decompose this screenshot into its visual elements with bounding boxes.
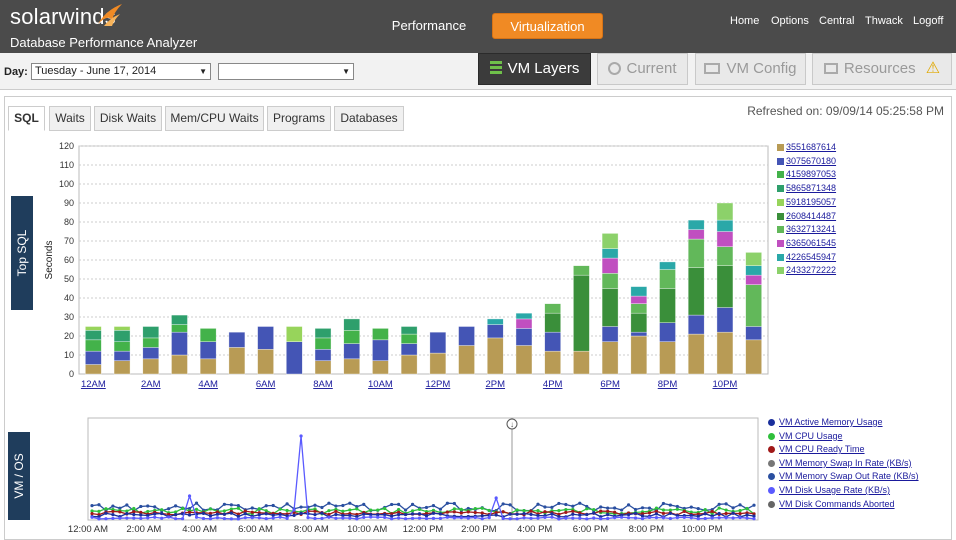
vm-config-button[interactable]: VM Config: [695, 53, 806, 85]
legend-label: 4159897053: [786, 169, 837, 180]
legend-swatch: [768, 419, 775, 426]
legend-label: 4226545947: [786, 251, 837, 262]
refreshed-timestamp: Refreshed on: 09/09/14 05:25:58 PM: [747, 104, 944, 118]
legend-swatch: [777, 267, 784, 275]
legend-item-vm-metric[interactable]: VM CPU Ready Time: [768, 444, 865, 455]
legend-label: 3632713241: [786, 224, 837, 235]
legend-label: 5918195057: [786, 196, 837, 207]
tab-mem-cpu-waits[interactable]: Mem/CPU Waits: [165, 106, 264, 131]
legend-label: 6365061545: [786, 237, 837, 248]
legend-label: VM Disk Usage Rate (KB/s): [779, 485, 891, 495]
legend-item-vm-metric[interactable]: VM Memory Swap Out Rate (KB/s): [768, 471, 919, 482]
thwack-link[interactable]: Thwack: [865, 15, 903, 27]
vm-os-panel-label: VM / OS: [8, 432, 30, 520]
legend-swatch: [768, 446, 775, 454]
home-link[interactable]: Home: [730, 15, 760, 27]
options-link[interactable]: Options: [771, 15, 809, 27]
legend-swatch: [777, 226, 784, 234]
brand-name: solarwinds: [10, 4, 116, 29]
current-label: Current: [626, 60, 677, 77]
legend-swatch: [768, 487, 775, 494]
legend-swatch: [777, 171, 784, 179]
virtualization-nav-button[interactable]: Virtualization: [492, 13, 603, 39]
legend-item-sql[interactable]: 5865871348: [777, 183, 837, 194]
legend-item-sql[interactable]: 4159897053: [777, 169, 837, 180]
warning-icon: ⚠: [925, 60, 941, 77]
legend-swatch: [777, 212, 784, 220]
legend-label: VM Memory Swap Out Rate (KB/s): [779, 471, 919, 482]
secondary-select[interactable]: ▼: [218, 63, 354, 80]
vm-layers-label: VM Layers: [507, 60, 580, 77]
legend-swatch: [777, 239, 784, 247]
legend-swatch: [777, 198, 784, 206]
legend-item-vm-metric[interactable]: VM CPU Usage: [768, 430, 843, 441]
legend-item-sql[interactable]: 2433272222: [777, 265, 837, 276]
product-name: Database Performance Analyzer: [10, 35, 198, 50]
legend-swatch: [777, 185, 784, 193]
legend-label: VM Disk Commands Aborted: [779, 498, 895, 509]
legend-label: 2433272222: [786, 265, 837, 276]
legend-swatch: [777, 157, 784, 165]
legend-item-vm-metric[interactable]: VM Active Memory Usage: [768, 417, 883, 427]
legend-label: VM Active Memory Usage: [779, 417, 883, 427]
legend-item-vm-metric[interactable]: VM Memory Swap In Rate (KB/s): [768, 457, 912, 468]
chevron-down-icon: ▼: [199, 67, 207, 76]
clock-icon: [608, 62, 622, 75]
legend-item-sql[interactable]: 3075670180: [777, 155, 837, 166]
day-label: Day:: [4, 66, 28, 78]
legend-swatch: [777, 144, 784, 151]
resources-label: Resources: [843, 60, 916, 77]
current-button[interactable]: Current: [597, 53, 688, 85]
legend-item-sql[interactable]: 5918195057: [777, 196, 837, 207]
tab-waits[interactable]: Waits: [49, 106, 91, 131]
legend-item-sql[interactable]: 3551687614: [777, 142, 837, 152]
tab-disk-waits[interactable]: Disk Waits: [94, 106, 162, 131]
legend-label: VM CPU Ready Time: [779, 444, 865, 455]
tab-programs[interactable]: Programs: [267, 106, 331, 131]
legend-swatch: [768, 473, 775, 481]
tab-databases[interactable]: Databases: [334, 106, 404, 131]
legend-label: VM CPU Usage: [779, 430, 843, 441]
legend-label: 3551687614: [786, 142, 837, 152]
legend-item-sql[interactable]: 4226545947: [777, 251, 837, 262]
logoff-link[interactable]: Logoff: [913, 15, 944, 27]
flame-icon: [98, 4, 122, 26]
legend-item-sql[interactable]: 3632713241: [777, 224, 837, 235]
layers-icon: [489, 61, 502, 75]
top-sql-panel-label: Top SQL: [11, 196, 33, 310]
legend-label: 3075670180: [786, 155, 837, 166]
legend-label: 2608414487: [786, 210, 837, 221]
vm-os-label-text: VM / OS: [12, 453, 26, 499]
legend-item-vm-metric[interactable]: VM Disk Usage Rate (KB/s): [768, 485, 891, 495]
legend-label: 5865871348: [786, 183, 837, 194]
vm-layers-button[interactable]: VM Layers: [478, 53, 591, 85]
central-link[interactable]: Central: [819, 15, 855, 27]
monitor-icon: [823, 63, 838, 74]
performance-nav-button[interactable]: Performance: [391, 18, 467, 33]
day-select-value: Tuesday - June 17, 2014: [35, 65, 157, 77]
legend-swatch: [777, 253, 784, 261]
legend-item-vm-metric[interactable]: VM Disk Commands Aborted: [768, 498, 895, 509]
legend-swatch: [768, 432, 775, 440]
legend-label: VM Memory Swap In Rate (KB/s): [779, 457, 912, 468]
top-navigation-bar: solarwinds Database Performance Analyzer…: [0, 0, 956, 53]
legend-swatch: [768, 500, 775, 508]
vm-config-label: VM Config: [726, 60, 797, 77]
chevron-down-icon: ▼: [342, 67, 350, 76]
tab-sql[interactable]: SQL: [8, 106, 45, 131]
legend-swatch: [768, 459, 775, 467]
vm-icon: [704, 63, 721, 74]
day-select[interactable]: Tuesday - June 17, 2014 ▼: [31, 63, 211, 80]
legend-item-sql[interactable]: 2608414487: [777, 210, 837, 221]
legend-item-sql[interactable]: 6365061545: [777, 237, 837, 248]
resources-button[interactable]: Resources ⚠: [812, 53, 952, 85]
top-sql-label-text: Top SQL: [15, 229, 29, 277]
